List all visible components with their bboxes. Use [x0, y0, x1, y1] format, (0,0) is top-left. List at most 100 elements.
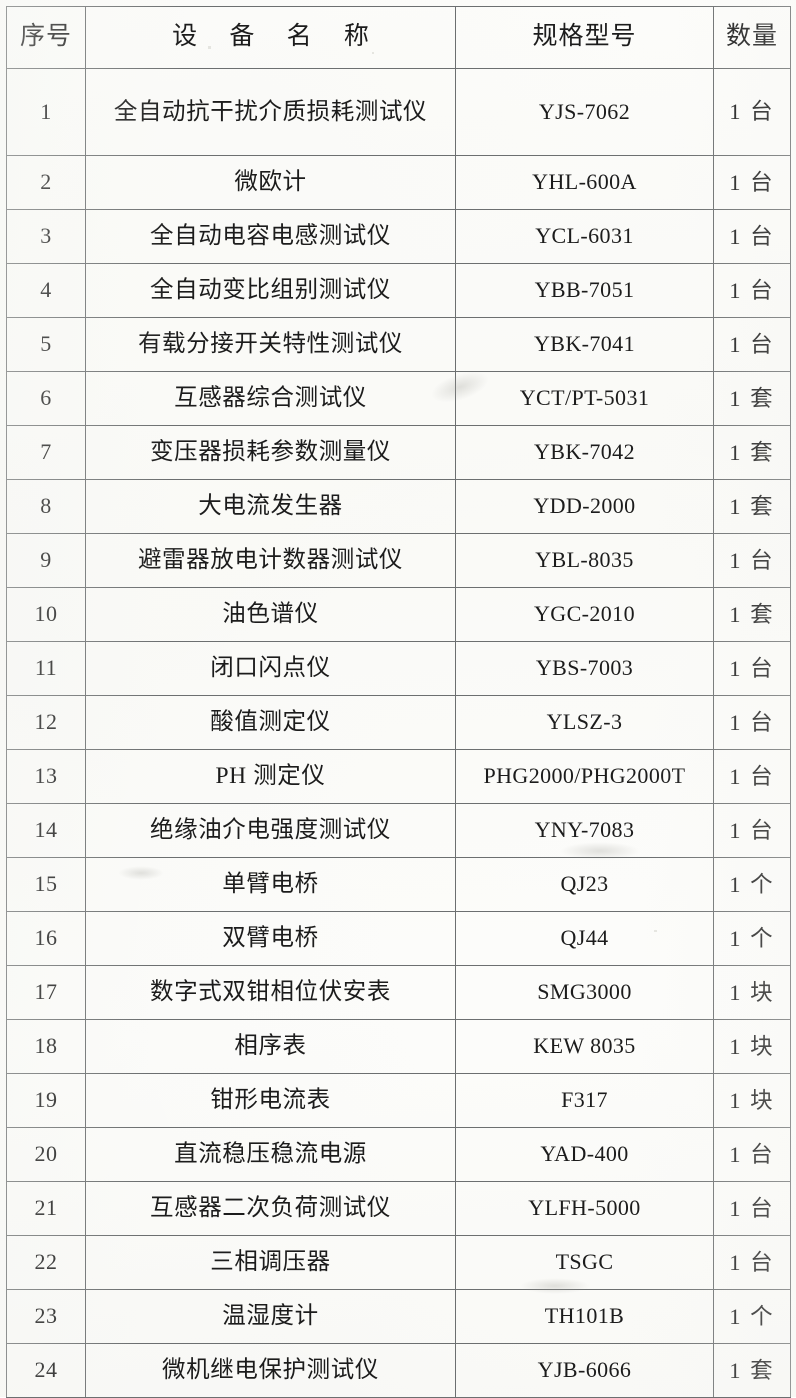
table-row: 20 直流稳压稳流电源 YAD-400 1 台 — [6, 1127, 791, 1182]
cell-name: 变压器损耗参数测量仪 — [85, 425, 456, 480]
cell-model: PHG2000/PHG2000T — [455, 749, 714, 804]
cell-index: 11 — [6, 641, 86, 696]
column-header-name: 设 备 名 称 — [85, 6, 456, 69]
table-row: 10 油色谱仪 YGC-2010 1 套 — [6, 587, 791, 642]
cell-quantity: 1 个 — [713, 1289, 791, 1344]
cell-index: 13 — [6, 749, 86, 804]
cell-name: PH 测定仪 — [85, 749, 456, 804]
cell-index: 1 — [6, 68, 86, 156]
cell-index: 2 — [6, 155, 86, 210]
cell-index: 18 — [6, 1019, 86, 1074]
cell-model: QJ44 — [455, 911, 714, 966]
cell-index: 4 — [6, 263, 86, 318]
cell-index: 9 — [6, 533, 86, 588]
cell-name: 全自动变比组别测试仪 — [85, 263, 456, 318]
cell-model: YCL-6031 — [455, 209, 714, 264]
column-header-model: 规格型号 — [455, 6, 714, 69]
cell-quantity: 1 台 — [713, 641, 791, 696]
cell-index: 12 — [6, 695, 86, 750]
table-row: 11 闭口闪点仪 YBS-7003 1 台 — [6, 641, 791, 696]
cell-quantity: 1 台 — [713, 533, 791, 588]
cell-model: F317 — [455, 1073, 714, 1128]
cell-model: QJ23 — [455, 857, 714, 912]
cell-name: 闭口闪点仪 — [85, 641, 456, 696]
cell-index: 22 — [6, 1235, 86, 1290]
cell-model: YHL-600A — [455, 155, 714, 210]
cell-name: 单臂电桥 — [85, 857, 456, 912]
column-header-index: 序号 — [6, 6, 86, 69]
table-header-row: 序号 设 备 名 称 规格型号 数量 — [6, 6, 791, 69]
cell-name: 直流稳压稳流电源 — [85, 1127, 456, 1182]
cell-name: 数字式双钳相位伏安表 — [85, 965, 456, 1020]
cell-quantity: 1 台 — [713, 263, 791, 318]
cell-index: 7 — [6, 425, 86, 480]
cell-model: TH101B — [455, 1289, 714, 1344]
cell-model: YJB-6066 — [455, 1343, 714, 1398]
table-row: 9 避雷器放电计数器测试仪 YBL-8035 1 台 — [6, 533, 791, 588]
cell-name: 相序表 — [85, 1019, 456, 1074]
cell-index: 15 — [6, 857, 86, 912]
table-row: 13 PH 测定仪 PHG2000/PHG2000T 1 台 — [6, 749, 791, 804]
cell-index: 20 — [6, 1127, 86, 1182]
table-row: 4 全自动变比组别测试仪 YBB-7051 1 台 — [6, 263, 791, 318]
cell-name: 互感器综合测试仪 — [85, 371, 456, 426]
cell-quantity: 1 台 — [713, 1181, 791, 1236]
cell-quantity: 1 套 — [713, 425, 791, 480]
cell-index: 14 — [6, 803, 86, 858]
table-row: 8 大电流发生器 YDD-2000 1 套 — [6, 479, 791, 534]
table-row: 7 变压器损耗参数测量仪 YBK-7042 1 套 — [6, 425, 791, 480]
cell-name: 钳形电流表 — [85, 1073, 456, 1128]
cell-model: TSGC — [455, 1235, 714, 1290]
cell-index: 17 — [6, 965, 86, 1020]
cell-quantity: 1 套 — [713, 479, 791, 534]
cell-quantity: 1 台 — [713, 749, 791, 804]
table-row: 18 相序表 KEW 8035 1 块 — [6, 1019, 791, 1074]
cell-name: 全自动电容电感测试仪 — [85, 209, 456, 264]
table-row: 14 绝缘油介电强度测试仪 YNY-7083 1 台 — [6, 803, 791, 858]
cell-name: 油色谱仪 — [85, 587, 456, 642]
cell-quantity: 1 套 — [713, 371, 791, 426]
cell-name: 全自动抗干扰介质损耗测试仪 — [85, 68, 456, 156]
cell-quantity: 1 台 — [713, 155, 791, 210]
cell-quantity: 1 块 — [713, 1019, 791, 1074]
cell-index: 24 — [6, 1343, 86, 1398]
cell-model: YJS-7062 — [455, 68, 714, 156]
cell-name: 大电流发生器 — [85, 479, 456, 534]
table-header: 序号 设 备 名 称 规格型号 数量 — [6, 6, 791, 69]
table-row: 15 单臂电桥 QJ23 1 个 — [6, 857, 791, 912]
cell-name: 避雷器放电计数器测试仪 — [85, 533, 456, 588]
column-header-quantity: 数量 — [713, 6, 791, 69]
cell-model: YLFH-5000 — [455, 1181, 714, 1236]
cell-index: 23 — [6, 1289, 86, 1344]
cell-model: KEW 8035 — [455, 1019, 714, 1074]
table-row: 22 三相调压器 TSGC 1 台 — [6, 1235, 791, 1290]
table-row: 6 互感器综合测试仪 YCT/PT-5031 1 套 — [6, 371, 791, 426]
cell-name: 微机继电保护测试仪 — [85, 1343, 456, 1398]
cell-index: 5 — [6, 317, 86, 372]
table-row: 23 温湿度计 TH101B 1 个 — [6, 1289, 791, 1344]
table-row: 2 微欧计 YHL-600A 1 台 — [6, 155, 791, 210]
cell-index: 8 — [6, 479, 86, 534]
cell-model: YBB-7051 — [455, 263, 714, 318]
cell-model: YDD-2000 — [455, 479, 714, 534]
cell-quantity: 1 个 — [713, 857, 791, 912]
cell-name: 酸值测定仪 — [85, 695, 456, 750]
cell-model: YBS-7003 — [455, 641, 714, 696]
cell-name: 双臂电桥 — [85, 911, 456, 966]
cell-quantity: 1 套 — [713, 1343, 791, 1398]
table-row: 16 双臂电桥 QJ44 1 个 — [6, 911, 791, 966]
cell-quantity: 1 台 — [713, 209, 791, 264]
cell-name: 互感器二次负荷测试仪 — [85, 1181, 456, 1236]
cell-model: YLSZ-3 — [455, 695, 714, 750]
table-row: 12 酸值测定仪 YLSZ-3 1 台 — [6, 695, 791, 750]
cell-index: 3 — [6, 209, 86, 264]
cell-name: 三相调压器 — [85, 1235, 456, 1290]
cell-quantity: 1 台 — [713, 68, 791, 156]
cell-name: 绝缘油介电强度测试仪 — [85, 803, 456, 858]
cell-index: 21 — [6, 1181, 86, 1236]
cell-quantity: 1 台 — [713, 1235, 791, 1290]
cell-model: YCT/PT-5031 — [455, 371, 714, 426]
cell-name: 有载分接开关特性测试仪 — [85, 317, 456, 372]
cell-quantity: 1 套 — [713, 587, 791, 642]
